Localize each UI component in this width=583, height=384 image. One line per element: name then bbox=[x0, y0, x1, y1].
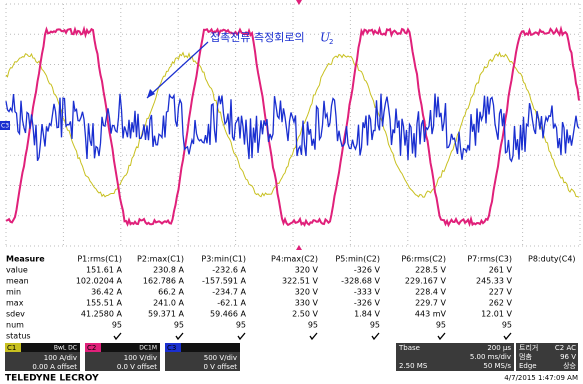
table-header: P4:max(C2) bbox=[271, 255, 318, 264]
table-cell: 261 V bbox=[489, 266, 513, 275]
table-cell: 95 bbox=[112, 321, 122, 330]
status-text: 96 V bbox=[560, 353, 576, 361]
table-cell: 36.42 A bbox=[91, 288, 122, 297]
row-label: max bbox=[6, 299, 24, 308]
table-cell: 320 V bbox=[295, 266, 319, 275]
table-cell: -333 V bbox=[354, 288, 381, 297]
table-header: P7:rms(C3) bbox=[467, 255, 512, 264]
status-text: 트리거 bbox=[519, 343, 538, 352]
table-cell: 155.51 A bbox=[86, 299, 123, 308]
table-cell: 12.01 V bbox=[481, 310, 512, 319]
table-cell: 228.5 V bbox=[415, 266, 446, 275]
annotation-subscript: 2 bbox=[329, 38, 333, 46]
table-cell: 230.8 A bbox=[153, 266, 184, 275]
status-text: 200 µs bbox=[487, 344, 511, 352]
table-cell: 95 bbox=[236, 321, 246, 330]
table-cell: 41.2580 A bbox=[81, 310, 123, 319]
channel-scale: 100 V/div bbox=[124, 354, 157, 362]
status-text: 2.50 MS bbox=[399, 362, 428, 370]
table-cell: 330 V bbox=[295, 299, 319, 308]
row-label: num bbox=[6, 321, 24, 330]
table-header: P1:rms(C1) bbox=[77, 255, 122, 264]
table-cell: 95 bbox=[370, 321, 380, 330]
table-cell: 262 V bbox=[489, 299, 513, 308]
status-text: 상승 bbox=[563, 361, 576, 370]
table-header: P2:max(C1) bbox=[137, 255, 184, 264]
trace-label: C3 bbox=[1, 123, 9, 130]
row-label: value bbox=[6, 266, 28, 275]
brand: TELEDYNE LECROY bbox=[5, 374, 99, 384]
table-cell: 95 bbox=[174, 321, 184, 330]
table-cell: 95 bbox=[502, 321, 512, 330]
status-text: Edge bbox=[519, 362, 537, 370]
table-header: Measure bbox=[6, 255, 45, 264]
table-cell: -326 V bbox=[354, 266, 381, 275]
table-cell: 102.0204 A bbox=[76, 277, 123, 286]
table-cell: -326 V bbox=[354, 299, 381, 308]
table-cell: 95 bbox=[308, 321, 318, 330]
status-text: 50 MS/s bbox=[483, 362, 511, 370]
channel-scale: 100 A/div bbox=[44, 354, 77, 362]
table-cell: 151.61 A bbox=[86, 266, 123, 275]
status-text: 5.00 ms/div bbox=[470, 353, 511, 361]
table-cell: 228.4 V bbox=[415, 288, 446, 297]
table-cell: 241.0 A bbox=[153, 299, 184, 308]
table-cell: -232.6 A bbox=[212, 266, 246, 275]
status-text: 멈춤 bbox=[519, 352, 532, 361]
table-cell: 59.466 A bbox=[210, 310, 247, 319]
channel-offset: 0 V offset bbox=[204, 363, 238, 371]
table-cell: -62.1 A bbox=[217, 299, 246, 308]
table-cell: 2.50 V bbox=[292, 310, 318, 319]
status-text: Tbase bbox=[398, 344, 420, 352]
table-cell: 59.371 A bbox=[148, 310, 185, 319]
channel-scale: 500 V/div bbox=[204, 354, 237, 362]
table-cell: -234.7 A bbox=[212, 288, 246, 297]
channel-offset: 0.0 V offset bbox=[117, 363, 157, 371]
table-cell: 95 bbox=[436, 321, 446, 330]
row-label: sdev bbox=[6, 310, 25, 319]
table-cell: 1.84 V bbox=[354, 310, 380, 319]
table-cell: 322.51 V bbox=[282, 277, 319, 286]
scope-screen: 접촉전류 측정회로의 U 2 C3 MeasureP1:rms(C1)P2:ma… bbox=[0, 0, 583, 384]
table-cell: -328.68 V bbox=[341, 277, 380, 286]
timestamp: 4/7/2015 1:47:09 AM bbox=[504, 374, 578, 382]
table-cell: 227 V bbox=[489, 288, 513, 297]
table-cell: 245.33 V bbox=[476, 277, 513, 286]
channel-flags: BwL DC bbox=[54, 345, 77, 352]
table-cell: 162.786 A bbox=[143, 277, 185, 286]
channel-name: C3 bbox=[167, 344, 176, 352]
table-cell: 443 mV bbox=[415, 310, 447, 319]
row-label: mean bbox=[6, 277, 29, 286]
row-label: min bbox=[6, 288, 21, 297]
table-header: P5:min(C2) bbox=[335, 255, 380, 264]
background bbox=[0, 0, 583, 384]
row-label: status bbox=[6, 332, 31, 341]
table-header: P3:min(C1) bbox=[201, 255, 246, 264]
table-cell: 320 V bbox=[295, 288, 319, 297]
table-cell: -157.591 A bbox=[202, 277, 247, 286]
annotation-text: 접촉전류 측정회로의 bbox=[210, 31, 305, 44]
table-cell: 66.2 A bbox=[158, 288, 184, 297]
table-cell: 229.167 V bbox=[405, 277, 447, 286]
channel-flags: DC1M bbox=[139, 345, 157, 352]
channel-name: C1 bbox=[7, 344, 16, 352]
channel-name: C2 bbox=[87, 344, 96, 352]
table-cell: 229.7 V bbox=[415, 299, 446, 308]
channel-offset: 0.00 A offset bbox=[32, 363, 77, 371]
table-header: P6:rms(C2) bbox=[401, 255, 446, 264]
status-text: C2 AC bbox=[555, 344, 576, 352]
table-header: P8:duty(C4) bbox=[528, 255, 576, 264]
